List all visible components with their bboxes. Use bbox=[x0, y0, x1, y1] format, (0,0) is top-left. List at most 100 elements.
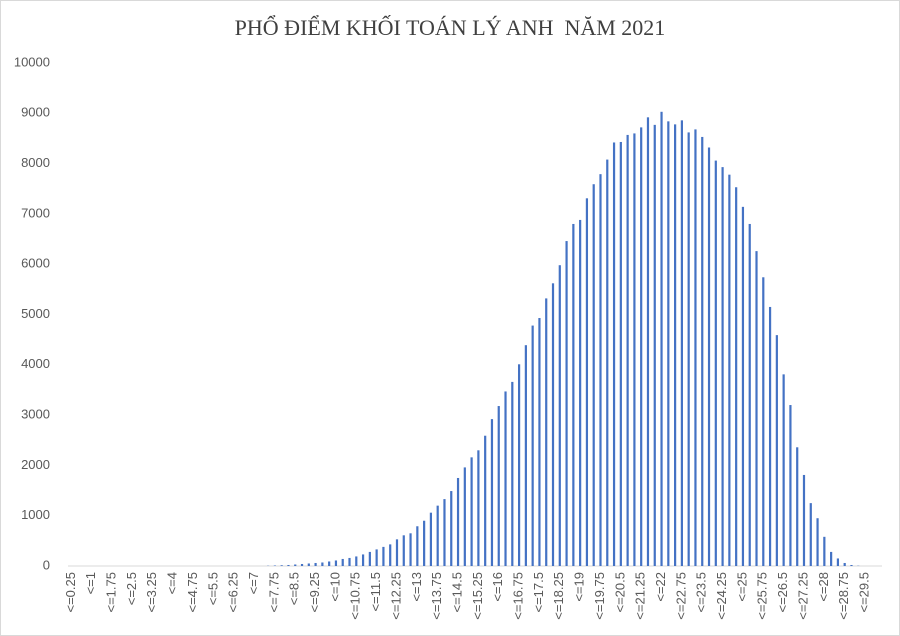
x-tick-label: <=27.25 bbox=[795, 572, 810, 620]
x-tick-label: <=1 bbox=[83, 572, 98, 594]
x-tick-label: <=7.75 bbox=[266, 572, 281, 613]
bar bbox=[307, 563, 310, 566]
x-tick-label: <=23.5 bbox=[694, 572, 709, 613]
bar bbox=[382, 546, 385, 566]
bar bbox=[450, 491, 453, 566]
bar bbox=[280, 565, 283, 566]
bar bbox=[755, 251, 758, 566]
bar bbox=[423, 520, 426, 566]
y-tick-label: 6000 bbox=[21, 256, 50, 271]
bar bbox=[653, 124, 656, 566]
x-tick-label: <=13.75 bbox=[429, 572, 444, 620]
bar bbox=[619, 141, 622, 566]
x-tick-label: <=2.5 bbox=[124, 572, 139, 605]
bar bbox=[660, 111, 663, 566]
bar bbox=[409, 533, 412, 566]
x-tick-label: <=9.25 bbox=[307, 572, 322, 613]
bar bbox=[443, 499, 446, 566]
bar bbox=[565, 241, 568, 566]
x-tick-label: <=19 bbox=[572, 572, 587, 602]
bar bbox=[484, 435, 487, 566]
bar bbox=[463, 467, 466, 566]
bar bbox=[477, 450, 480, 566]
bar bbox=[545, 298, 548, 566]
bar bbox=[273, 565, 276, 566]
x-tick-label: <=4.75 bbox=[185, 572, 200, 613]
x-tick-label: <=22.75 bbox=[673, 572, 688, 620]
x-tick-label: <=11.5 bbox=[368, 572, 383, 612]
bar bbox=[368, 551, 371, 566]
bar bbox=[551, 283, 555, 566]
bar bbox=[416, 526, 419, 566]
bar bbox=[429, 512, 433, 566]
bar bbox=[714, 160, 717, 566]
bar bbox=[592, 184, 595, 566]
x-tick-label: <=16 bbox=[490, 572, 505, 602]
bar bbox=[294, 564, 297, 566]
bar bbox=[728, 174, 731, 566]
bar bbox=[436, 505, 439, 566]
bar bbox=[823, 536, 826, 566]
chart-title: PHỔ ĐIỂM KHỐI TOÁN LÝ ANH NĂM 2021 bbox=[235, 15, 666, 40]
x-tick-label: <=20.5 bbox=[612, 572, 627, 613]
y-tick-label: 2000 bbox=[21, 457, 50, 472]
bar bbox=[314, 562, 317, 566]
bar bbox=[511, 381, 514, 566]
bar bbox=[531, 325, 534, 566]
bar bbox=[762, 277, 765, 566]
y-tick-label: 3000 bbox=[21, 407, 50, 422]
y-tick-label: 8000 bbox=[21, 155, 50, 170]
bar bbox=[843, 562, 846, 566]
bar bbox=[341, 558, 344, 566]
x-tick-label: <=15.25 bbox=[470, 572, 485, 620]
bar bbox=[572, 223, 575, 566]
bar bbox=[748, 223, 751, 566]
bar bbox=[809, 503, 812, 566]
y-tick-label: 5000 bbox=[21, 306, 50, 321]
bar bbox=[816, 518, 819, 566]
x-tick-label: <=0.25 bbox=[63, 572, 78, 613]
x-tick-label: <=28.75 bbox=[836, 572, 851, 620]
bar bbox=[802, 474, 806, 566]
bar bbox=[348, 557, 351, 566]
bar bbox=[334, 560, 338, 566]
bar bbox=[830, 551, 833, 566]
bar bbox=[667, 121, 670, 567]
bar bbox=[287, 564, 290, 566]
x-tick-label: <=29.5 bbox=[856, 572, 871, 613]
bar bbox=[579, 219, 582, 566]
bar bbox=[524, 345, 527, 566]
x-tick-label: <=25 bbox=[734, 572, 749, 602]
x-tick-label: <=21.25 bbox=[633, 572, 648, 620]
y-tick-label: 7000 bbox=[21, 205, 50, 220]
x-tick-label: <=10.75 bbox=[348, 572, 363, 620]
x-tick-label: <=6.25 bbox=[226, 572, 241, 613]
x-tick-label: <=22 bbox=[653, 572, 668, 602]
y-tick-label: 4000 bbox=[21, 356, 50, 371]
bar bbox=[599, 174, 602, 566]
x-tick-label: <=5.5 bbox=[205, 572, 220, 605]
bar bbox=[361, 554, 365, 566]
bar bbox=[606, 159, 609, 567]
bar bbox=[741, 206, 745, 566]
bar bbox=[775, 335, 778, 566]
bar bbox=[850, 564, 853, 566]
bar bbox=[796, 447, 799, 566]
bar bbox=[735, 187, 738, 566]
bar bbox=[375, 549, 378, 566]
y-tick-label: 0 bbox=[43, 557, 50, 572]
x-tick-label: <=12.25 bbox=[388, 572, 403, 620]
bar bbox=[456, 477, 460, 566]
x-tick-label: <=26.5 bbox=[775, 572, 790, 613]
x-tick-label: <=13 bbox=[409, 572, 424, 602]
bar bbox=[355, 556, 358, 566]
bar bbox=[328, 561, 331, 566]
x-tick-label: <=17.5 bbox=[531, 572, 546, 613]
bar bbox=[674, 124, 677, 566]
bar bbox=[687, 132, 690, 566]
bar bbox=[497, 406, 500, 566]
bar bbox=[395, 539, 399, 566]
x-tick-label: <=28 bbox=[816, 572, 831, 602]
x-tick-label: <=14.5 bbox=[449, 572, 464, 613]
bar bbox=[538, 318, 541, 566]
